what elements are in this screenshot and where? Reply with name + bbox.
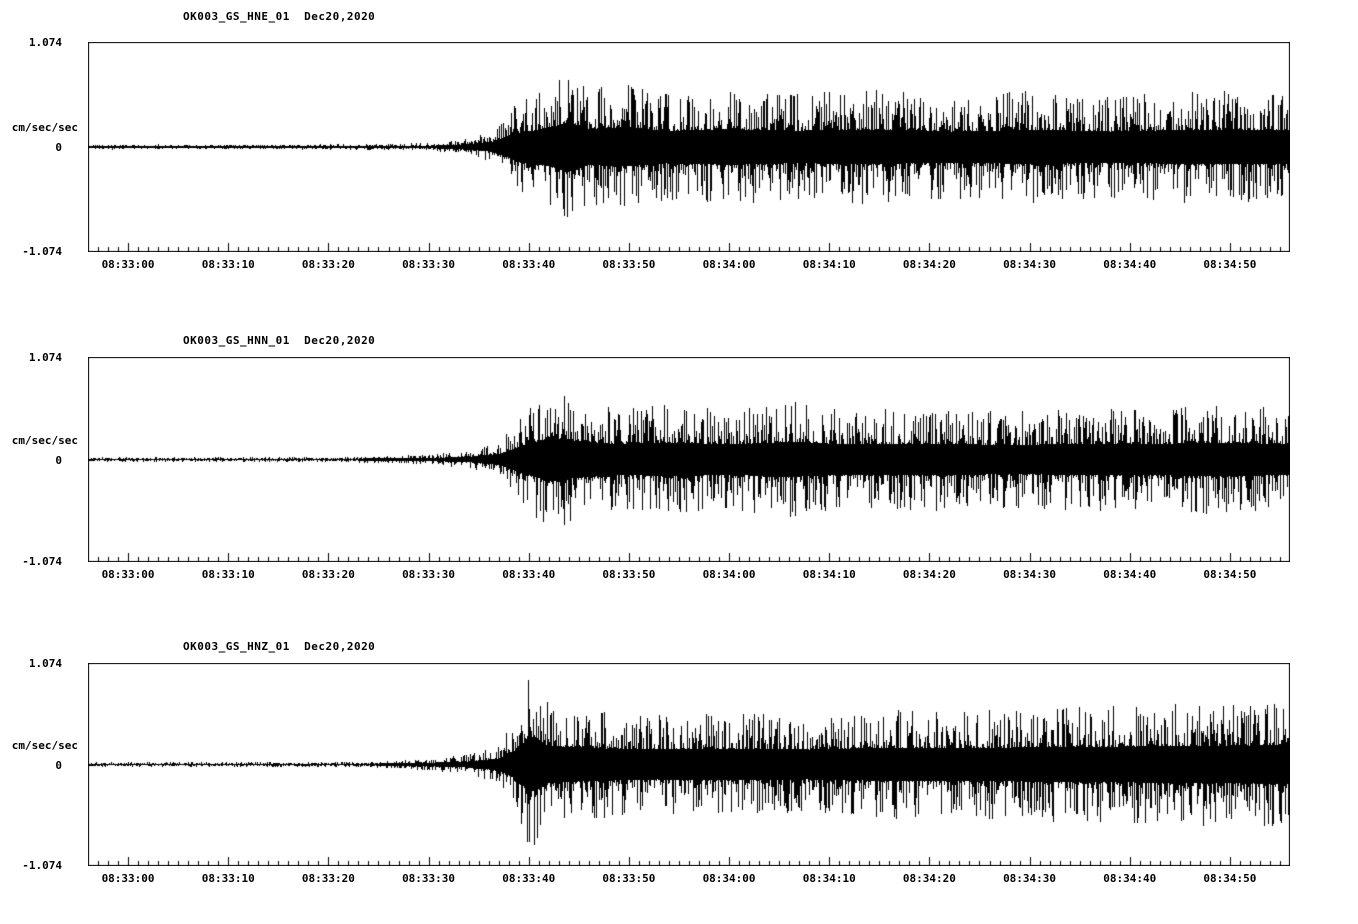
- y-axis-tick-label-max: 1.074: [28, 657, 62, 670]
- x-tick-label: 08:34:10: [802, 258, 856, 271]
- x-tick-label: 08:33:20: [301, 258, 355, 271]
- panel-title: OK003_GS_HNZ_01 Dec20,2020: [183, 640, 376, 653]
- y-axis-unit-label: cm/sec/sec: [11, 433, 78, 447]
- x-tick-label: 08:33:10: [201, 258, 255, 271]
- waveform-plot-canvas: [88, 42, 1290, 252]
- x-tick-label: 08:33:30: [402, 258, 456, 271]
- x-tick-label: 08:33:30: [402, 568, 456, 581]
- x-tick-label: 08:33:50: [602, 258, 656, 271]
- x-tick-label: 08:33:00: [101, 258, 155, 271]
- waveform-plot-canvas: [88, 357, 1290, 562]
- x-tick-label: 08:33:10: [201, 568, 255, 581]
- y-axis-tick-label-zero: 0: [55, 453, 62, 467]
- panel-title: OK003_GS_HNE_01 Dec20,2020: [183, 10, 376, 23]
- y-axis-tick-label-min: -1.074: [22, 555, 62, 568]
- x-tick-label: 08:34:40: [1103, 872, 1157, 885]
- x-tick-label: 08:33:40: [502, 568, 556, 581]
- y-axis-tick-label-min: -1.074: [22, 245, 62, 258]
- x-tick-label: 08:34:20: [902, 872, 956, 885]
- x-tick-label: 08:34:10: [802, 872, 856, 885]
- x-tick-label: 08:34:20: [902, 258, 956, 271]
- x-tick-label: 08:34:10: [802, 568, 856, 581]
- y-axis-unit-label: cm/sec/sec: [11, 121, 78, 134]
- x-tick-label: 08:34:00: [702, 872, 756, 885]
- y-axis-tick-label-max: 1.074: [28, 351, 62, 364]
- x-tick-label: 08:34:50: [1203, 568, 1257, 581]
- x-tick-label: 08:33:50: [602, 872, 656, 885]
- x-tick-label: 08:33:10: [201, 872, 255, 885]
- x-tick-label: 08:33:40: [502, 872, 556, 885]
- x-tick-label: 08:34:50: [1203, 258, 1257, 271]
- x-tick-label: 08:34:30: [1003, 568, 1057, 581]
- x-tick-label: 08:34:40: [1103, 258, 1157, 271]
- x-tick-label: 08:33:30: [402, 872, 456, 885]
- waveform-plot-canvas: [88, 663, 1290, 866]
- y-axis-tick-label-zero: 0: [55, 758, 62, 772]
- x-tick-label: 08:34:30: [1003, 872, 1057, 885]
- x-tick-label: 08:33:00: [101, 568, 155, 581]
- x-tick-label: 08:33:50: [602, 568, 656, 581]
- x-tick-label: 08:34:40: [1103, 568, 1157, 581]
- x-tick-label: 08:34:00: [702, 258, 756, 271]
- x-tick-label: 08:34:30: [1003, 258, 1057, 271]
- y-axis-tick-label-min: -1.074: [22, 859, 62, 872]
- panel-title: OK003_GS_HNN_01 Dec20,2020: [183, 334, 376, 347]
- x-tick-label: 08:33:00: [101, 872, 155, 885]
- y-axis-tick-label-max: 1.074: [28, 36, 62, 49]
- y-axis-tick-label-zero: 0: [55, 141, 62, 154]
- x-tick-label: 08:34:00: [702, 568, 756, 581]
- x-tick-label: 08:33:20: [301, 872, 355, 885]
- x-tick-label: 08:33:20: [301, 568, 355, 581]
- x-tick-label: 08:34:20: [902, 568, 956, 581]
- x-tick-label: 08:33:40: [502, 258, 556, 271]
- y-axis-unit-label: cm/sec/sec: [11, 738, 78, 752]
- x-tick-label: 08:34:50: [1203, 872, 1257, 885]
